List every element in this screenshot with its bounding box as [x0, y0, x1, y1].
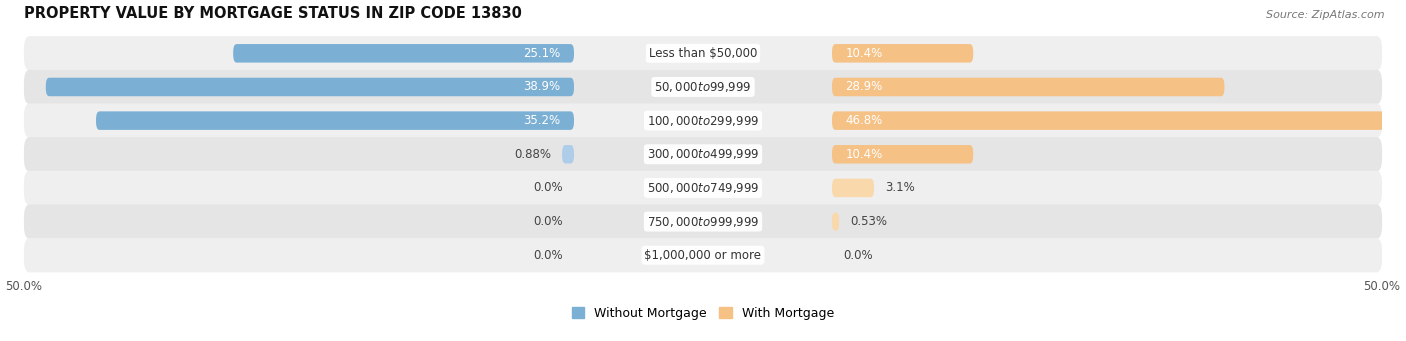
FancyBboxPatch shape	[832, 44, 973, 62]
FancyBboxPatch shape	[24, 137, 1382, 172]
Text: $1,000,000 or more: $1,000,000 or more	[644, 249, 762, 262]
Text: $100,000 to $299,999: $100,000 to $299,999	[647, 114, 759, 128]
FancyBboxPatch shape	[24, 171, 1382, 205]
Text: 0.0%: 0.0%	[842, 249, 873, 262]
FancyBboxPatch shape	[24, 204, 1382, 239]
FancyBboxPatch shape	[24, 70, 1382, 104]
FancyBboxPatch shape	[562, 145, 574, 164]
FancyBboxPatch shape	[832, 212, 839, 231]
Text: PROPERTY VALUE BY MORTGAGE STATUS IN ZIP CODE 13830: PROPERTY VALUE BY MORTGAGE STATUS IN ZIP…	[24, 5, 522, 20]
Text: 10.4%: 10.4%	[845, 47, 883, 60]
Text: Source: ZipAtlas.com: Source: ZipAtlas.com	[1267, 10, 1385, 20]
FancyBboxPatch shape	[46, 78, 574, 96]
Text: 35.2%: 35.2%	[523, 114, 561, 127]
FancyBboxPatch shape	[24, 36, 1382, 71]
Text: $300,000 to $499,999: $300,000 to $499,999	[647, 147, 759, 161]
FancyBboxPatch shape	[832, 179, 875, 197]
FancyBboxPatch shape	[832, 145, 973, 164]
Text: 38.9%: 38.9%	[523, 80, 561, 93]
Text: 0.0%: 0.0%	[533, 215, 564, 228]
Text: 0.53%: 0.53%	[851, 215, 887, 228]
Text: 0.0%: 0.0%	[533, 249, 564, 262]
Text: 10.4%: 10.4%	[845, 148, 883, 161]
Text: $750,000 to $999,999: $750,000 to $999,999	[647, 214, 759, 228]
Text: 25.1%: 25.1%	[523, 47, 561, 60]
Text: $500,000 to $749,999: $500,000 to $749,999	[647, 181, 759, 195]
FancyBboxPatch shape	[832, 112, 1406, 130]
Legend: Without Mortgage, With Mortgage: Without Mortgage, With Mortgage	[567, 302, 839, 325]
FancyBboxPatch shape	[233, 44, 574, 62]
Text: 0.0%: 0.0%	[533, 181, 564, 194]
Text: 0.88%: 0.88%	[515, 148, 551, 161]
FancyBboxPatch shape	[24, 238, 1382, 272]
Text: Less than $50,000: Less than $50,000	[648, 47, 758, 60]
FancyBboxPatch shape	[24, 103, 1382, 138]
FancyBboxPatch shape	[96, 112, 574, 130]
Text: $50,000 to $99,999: $50,000 to $99,999	[654, 80, 752, 94]
FancyBboxPatch shape	[832, 78, 1225, 96]
Text: 46.8%: 46.8%	[845, 114, 883, 127]
Text: 3.1%: 3.1%	[884, 181, 915, 194]
Text: 28.9%: 28.9%	[845, 80, 883, 93]
